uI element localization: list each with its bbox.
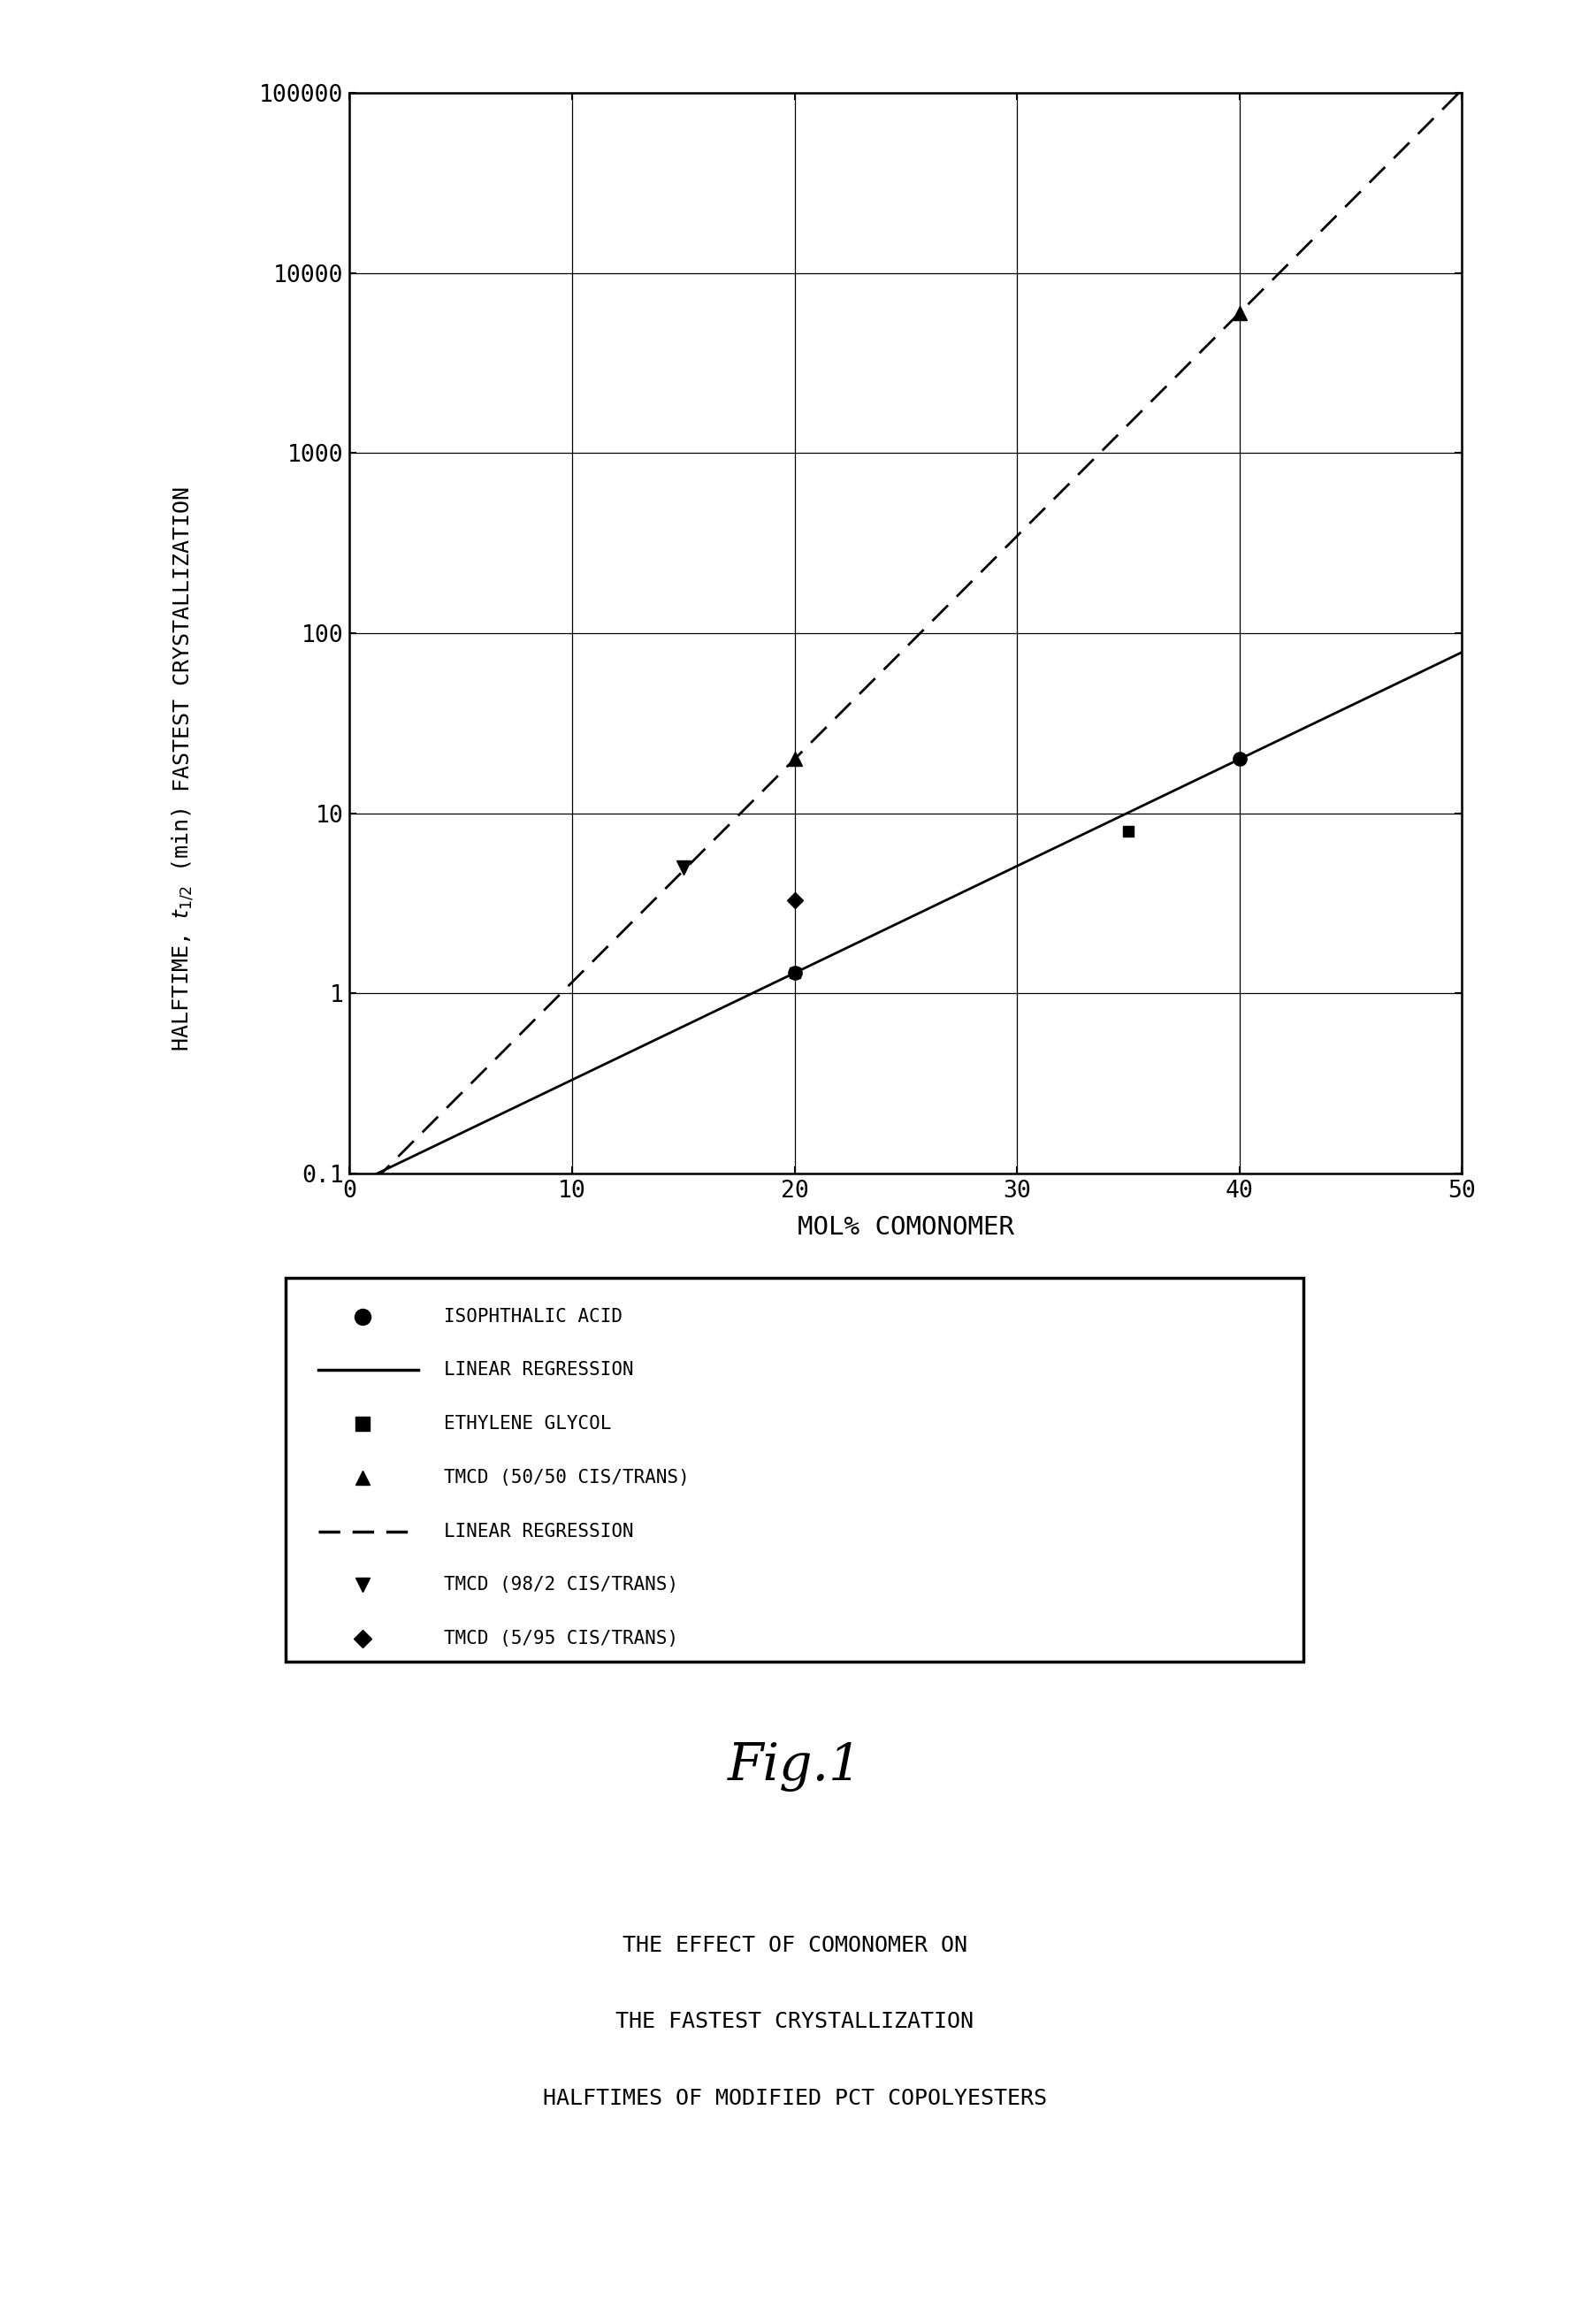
Text: ISOPHTHALIC ACID: ISOPHTHALIC ACID bbox=[443, 1308, 623, 1325]
Text: HALFTIMES OF MODIFIED PCT COPOLYESTERS: HALFTIMES OF MODIFIED PCT COPOLYESTERS bbox=[542, 2087, 1047, 2110]
X-axis label: MOL% COMONOMER: MOL% COMONOMER bbox=[798, 1215, 1014, 1239]
Text: TMCD (50/50 CIS/TRANS): TMCD (50/50 CIS/TRANS) bbox=[443, 1469, 690, 1487]
Text: HALFTIME, $t_{1/2}$ (min): HALFTIME, $t_{1/2}$ (min) bbox=[170, 809, 195, 1050]
Text: THE EFFECT OF COMONOMER ON: THE EFFECT OF COMONOMER ON bbox=[621, 1934, 968, 1957]
Text: LINEAR REGRESSION: LINEAR REGRESSION bbox=[443, 1522, 634, 1541]
Text: THE FASTEST CRYSTALLIZATION: THE FASTEST CRYSTALLIZATION bbox=[615, 2010, 974, 2034]
Text: FASTEST CRYSTALLIZATION: FASTEST CRYSTALLIZATION bbox=[172, 486, 194, 792]
Text: LINEAR REGRESSION: LINEAR REGRESSION bbox=[443, 1362, 634, 1378]
Text: Fig.1: Fig.1 bbox=[728, 1741, 861, 1792]
Text: TMCD (98/2 CIS/TRANS): TMCD (98/2 CIS/TRANS) bbox=[443, 1576, 679, 1594]
Text: ETHYLENE GLYCOL: ETHYLENE GLYCOL bbox=[443, 1415, 612, 1434]
Text: TMCD (5/95 CIS/TRANS): TMCD (5/95 CIS/TRANS) bbox=[443, 1629, 679, 1648]
